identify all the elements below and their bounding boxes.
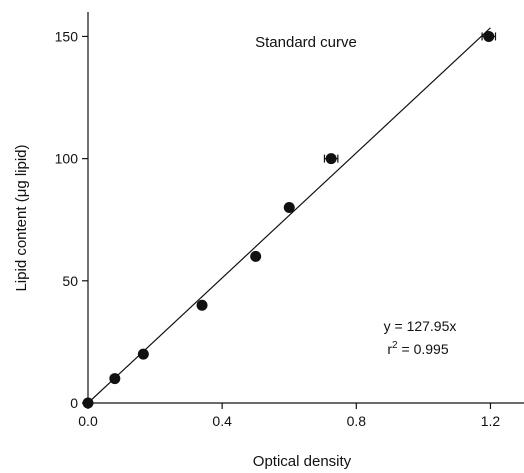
r-label: r (387, 341, 392, 357)
y-tick-label: 0 (70, 395, 78, 411)
data-point (483, 30, 495, 42)
data-point (82, 397, 94, 409)
x-axis-title: Optical density (253, 453, 352, 470)
fit-equation: y = 127.95x (384, 318, 457, 334)
axes (87, 12, 524, 404)
x-tick-label: 0.8 (347, 413, 367, 429)
x-tick-label: 0.4 (212, 413, 232, 429)
data-point (283, 202, 295, 213)
y-tick-label: 100 (55, 151, 79, 167)
data-point (137, 348, 149, 360)
r-value: = 0.995 (398, 341, 449, 357)
fit-line (87, 27, 491, 404)
x-tick-label: 0.0 (78, 413, 98, 429)
data-point (109, 373, 121, 385)
equation-prefix: y = (384, 318, 407, 334)
data-point (196, 299, 208, 311)
data-points (82, 30, 497, 409)
chart-title: Standard curve (255, 34, 357, 51)
y-tick-label: 50 (62, 273, 78, 289)
data-point (250, 250, 262, 262)
y-ticks: 0 50 100 150 (55, 28, 88, 411)
r-squared: r2 = 0.995 (387, 340, 448, 357)
y-axis-title: Lipid content (μg lipid) (13, 144, 30, 291)
x-ticks: 0.0 0.4 0.8 1.2 (78, 403, 500, 429)
equation-value: 127.95x (407, 318, 457, 334)
data-point (325, 153, 337, 165)
y-tick-label: 150 (55, 28, 79, 44)
x-tick-label: 1.2 (481, 413, 501, 429)
r-exponent: 2 (392, 340, 398, 351)
